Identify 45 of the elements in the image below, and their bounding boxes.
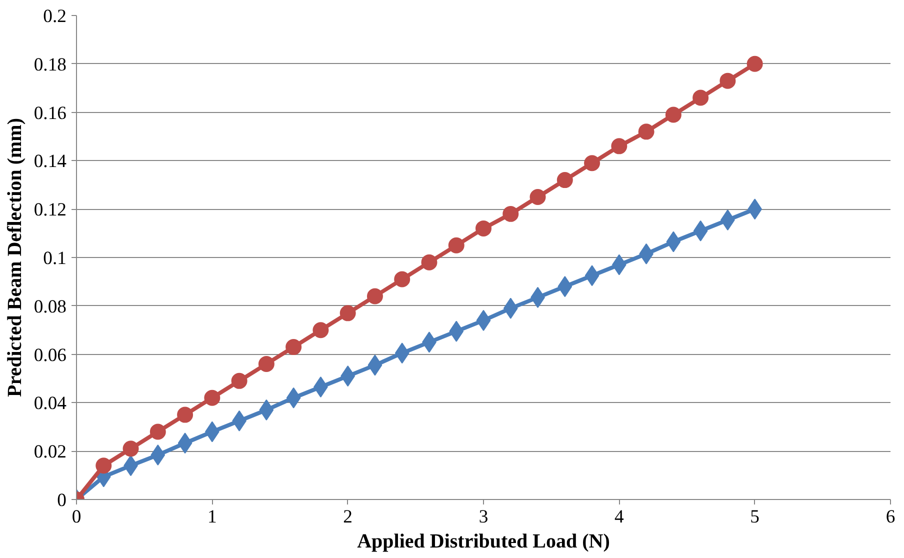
point: [340, 305, 356, 322]
y-tick-label: 0.02: [34, 442, 67, 463]
y-tick-label: 0.04: [34, 393, 68, 414]
x-tick-label: 3: [478, 506, 488, 528]
point: [556, 172, 573, 188]
x-tick-label: 5: [750, 506, 760, 528]
point: [204, 390, 220, 406]
y-axis-title: Predicted Beam Deflection (mm): [4, 118, 26, 397]
y-tick-label: 0.08: [34, 296, 67, 318]
point: [258, 356, 274, 372]
point: [638, 124, 654, 140]
point: [122, 440, 139, 457]
point: [366, 288, 383, 304]
y-tick-label: 0.16: [34, 102, 67, 124]
point: [312, 322, 329, 338]
y-tick-label: 0.14: [34, 151, 68, 172]
x-tick-label: 0: [72, 506, 82, 528]
point: [394, 271, 410, 288]
point: [150, 424, 166, 440]
point: [502, 206, 519, 222]
y-tick-label: 0.06: [34, 344, 67, 366]
point: [746, 56, 763, 72]
x-axis-title: Applied Distributed Load (N): [357, 530, 610, 552]
y-tick-label: 0.12: [34, 200, 67, 221]
point: [231, 372, 248, 389]
point: [448, 237, 464, 254]
point: [584, 155, 600, 172]
point: [692, 90, 709, 106]
x-tick-label: 2: [343, 506, 352, 528]
y-tick-label: 0.18: [34, 54, 67, 76]
y-tick-label: 0.1: [43, 248, 67, 269]
point: [96, 458, 112, 474]
point: [286, 339, 302, 356]
point: [530, 189, 546, 205]
point: [665, 106, 682, 123]
y-tick-label: 0.2: [43, 6, 67, 27]
x-tick-label: 6: [886, 506, 896, 528]
point: [720, 72, 736, 89]
point: [611, 138, 628, 154]
point: [421, 254, 438, 270]
x-tick-label: 1: [208, 506, 217, 528]
point: [177, 406, 194, 423]
y-tick-label: 0: [57, 490, 66, 511]
point: [476, 220, 492, 236]
x-tick-label: 4: [614, 506, 625, 528]
